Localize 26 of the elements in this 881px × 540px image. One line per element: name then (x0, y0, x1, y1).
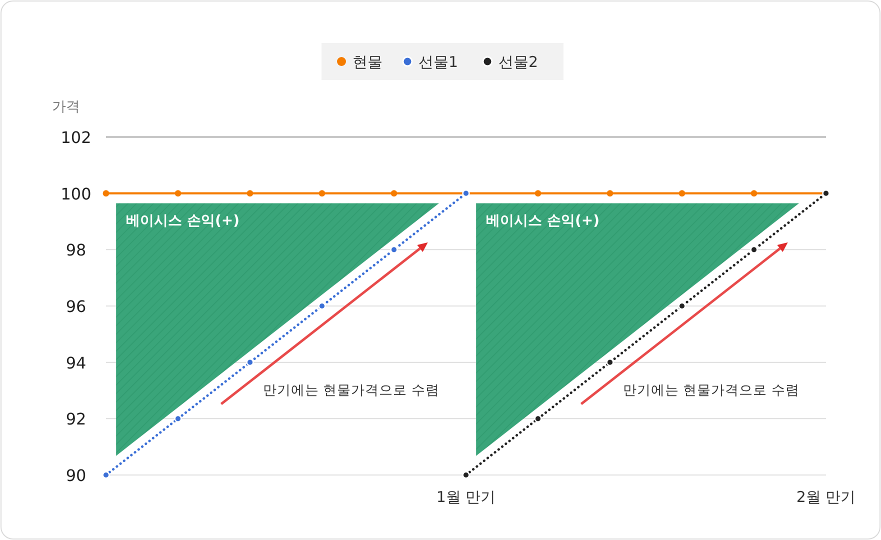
annotation: 만기에는 현물가격으로 수렴 (622, 382, 800, 398)
point (606, 190, 614, 197)
point (750, 190, 758, 197)
legend-label: 선물1 (418, 53, 458, 71)
annotation: 베이시스 손익(+) (486, 213, 600, 230)
annotation: 베이시스 손익(+) (126, 213, 240, 230)
x-tick-label: 1월 만기 (436, 488, 496, 506)
y-tick-label: 102 (60, 128, 92, 147)
y-axis-title: 가격 (52, 99, 80, 115)
point (678, 190, 686, 197)
y-tick-label: 100 (60, 184, 92, 204)
legend-label: 선물2 (498, 53, 538, 71)
point (102, 190, 110, 197)
point (246, 190, 254, 197)
point (318, 190, 326, 197)
point (174, 190, 182, 197)
y-tick-label: 90 (66, 466, 86, 485)
x-tick-label: 2월 만기 (796, 488, 856, 506)
y-tick-label: 94 (66, 353, 86, 372)
y-tick-label: 96 (66, 297, 86, 316)
point (390, 190, 398, 197)
y-tick-label: 92 (66, 410, 86, 429)
point (534, 190, 542, 197)
y-tick-label: 98 (66, 240, 86, 260)
legend-label: 현물 (352, 53, 382, 71)
annotation: 만기에는 현물가격으로 수렴 (262, 382, 440, 398)
